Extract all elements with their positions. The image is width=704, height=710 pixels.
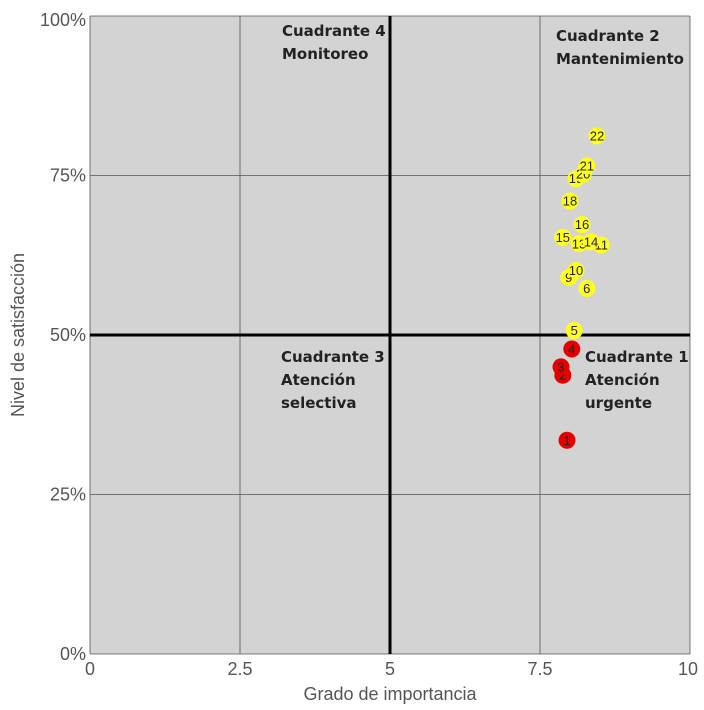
y-tick-label: 75% <box>50 166 86 186</box>
data-point-marker <box>578 157 596 175</box>
data-point-label: 21 <box>580 158 594 173</box>
data-point-marker <box>578 279 596 297</box>
data-point: 18 <box>561 192 579 210</box>
data-point-label: 18 <box>563 194 577 209</box>
data-point: 14 <box>582 233 600 251</box>
data-point-marker <box>561 192 579 210</box>
data-point-marker <box>567 262 585 280</box>
data-point-marker <box>552 358 570 376</box>
quadrant-label-line: Atención <box>281 371 356 389</box>
data-point-label: 4 <box>568 342 575 357</box>
y-tick-label: 50% <box>50 325 86 345</box>
data-point-marker <box>573 216 591 234</box>
quadrant-label-line: Cuadrante 3 <box>281 348 385 366</box>
data-point: 15 <box>554 228 572 246</box>
y-tick-label: 0% <box>60 644 86 664</box>
y-axis-title: Nivel de satisfacción <box>8 253 28 417</box>
data-point-label: 16 <box>575 217 589 232</box>
quadrant-label-line: Mantenimiento <box>556 50 684 68</box>
x-tick-label: 5 <box>385 659 395 679</box>
data-point-label: 3 <box>557 359 564 374</box>
quadrant-label-line: urgente <box>585 394 652 412</box>
data-point-label: 22 <box>590 128 604 143</box>
quadrant-label-line: Cuadrante 4 <box>282 22 386 40</box>
x-tick-label: 0 <box>85 659 95 679</box>
y-tick-label: 25% <box>50 485 86 505</box>
data-point: 22 <box>588 127 606 145</box>
data-point: 5 <box>565 322 583 340</box>
data-point-marker <box>558 431 576 449</box>
x-tick-label: 2.5 <box>227 659 252 679</box>
y-tick-label: 100% <box>40 10 86 30</box>
data-point: 1 <box>558 431 576 449</box>
x-axis-ticks: 0 2.5 5 7.5 10 <box>85 659 698 679</box>
data-point-marker <box>563 340 581 358</box>
data-point: 21 <box>578 157 596 175</box>
quadrant-label-line: selectiva <box>281 394 357 412</box>
quadrant-labels: Cuadrante 4 Monitoreo Cuadrante 2 Mantenimi… <box>281 22 689 412</box>
data-point: 3 <box>552 358 570 376</box>
quadrant-1-label: Cuadrante 1 Atención urgente <box>585 348 689 412</box>
x-tick-label: 7.5 <box>527 659 552 679</box>
data-point: 10 <box>567 262 585 280</box>
quadrant-label-line: Atención <box>585 371 660 389</box>
data-point: 16 <box>573 216 591 234</box>
data-point-label: 13 <box>572 236 586 251</box>
quadrant-label-line: Monitoreo <box>282 45 368 63</box>
data-point-label: 10 <box>569 263 583 278</box>
x-tick-label: 10 <box>678 659 698 679</box>
data-point: 4 <box>563 340 581 358</box>
quadrant-3-label: Cuadrante 3 Atención selectiva <box>281 348 385 412</box>
quadrant-2-label: Cuadrante 2 Mantenimiento <box>556 27 684 68</box>
data-point-label: 1 <box>563 433 570 448</box>
quadrant-label-line: Cuadrante 2 <box>556 27 660 45</box>
data-point-marker <box>554 228 572 246</box>
data-point-label: 5 <box>571 323 578 338</box>
data-points: 12345691011131415161819202122 <box>552 127 610 449</box>
y-axis-ticks: 0% 25% 50% 75% 100% <box>40 10 86 664</box>
quadrant-dividers <box>90 16 690 654</box>
data-point-label: 6 <box>583 281 590 296</box>
data-point-label: 15 <box>556 230 570 245</box>
data-point-marker <box>582 233 600 251</box>
data-point: 6 <box>578 279 596 297</box>
x-axis-title: Grado de importancia <box>303 684 477 704</box>
quadrant-4-label: Cuadrante 4 Monitoreo <box>282 22 386 63</box>
quadrant-label-line: Cuadrante 1 <box>585 348 689 366</box>
data-point-label: 9 <box>565 270 572 285</box>
data-point-label: 14 <box>584 234 598 249</box>
data-point-marker <box>565 322 583 340</box>
data-point-marker <box>588 127 606 145</box>
